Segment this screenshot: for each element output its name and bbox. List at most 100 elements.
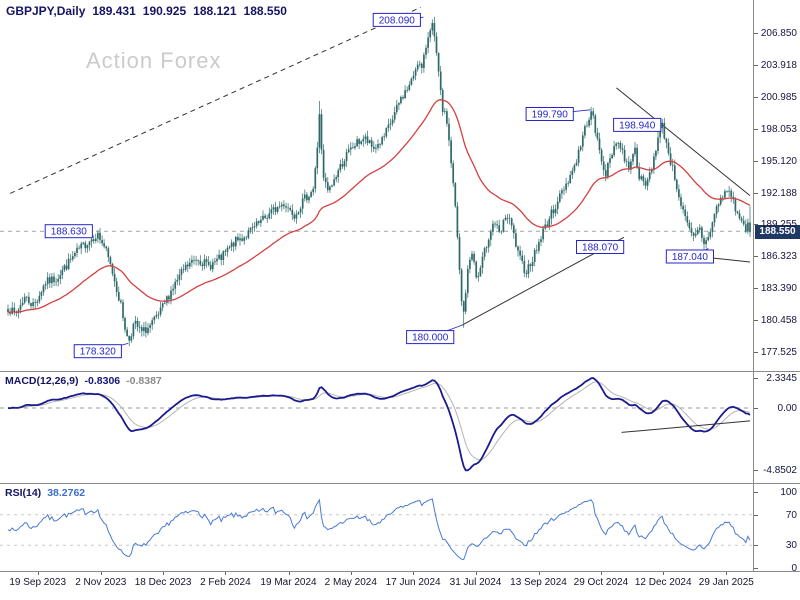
axis-tick: [754, 64, 758, 66]
rsi-axis-label: 30: [785, 540, 797, 552]
date-tick: [37, 572, 39, 575]
axis-tick: [754, 568, 758, 569]
trendline: [616, 87, 751, 196]
price-label-box: [372, 12, 421, 27]
axis-tick: [754, 160, 758, 162]
time-scale[interactable]: 19 Sep 2023 2 Nov 2023 18 Dec 2023 2 Feb 20…: [0, 572, 800, 600]
date-tick: [288, 572, 290, 575]
price-label-box: [576, 240, 625, 254]
high-price: 190.925: [142, 4, 187, 18]
price-axis-label: 200.985: [760, 91, 797, 103]
price-axis-label: 206.850: [760, 28, 797, 39]
date-label: 12 Dec 2024: [634, 577, 692, 588]
date-tick: [100, 572, 102, 575]
price-chart-canvas[interactable]: 208.090 199.790 198.940 188.630 188.070 187.0…: [0, 0, 753, 371]
macd-line: [7, 377, 751, 472]
date-label: 2 Nov 2023: [75, 577, 127, 588]
macd-name: MACD(12,26,9): [5, 375, 79, 387]
axis-tick: [754, 224, 758, 226]
axis-tick: [754, 128, 758, 130]
panel-separator: [0, 571, 800, 572]
date-label: 19 Mar 2024: [260, 577, 317, 588]
date-label: 2 May 2024: [324, 577, 377, 588]
axis-tick: [754, 408, 758, 409]
date-tick: [726, 572, 728, 575]
axis-tick: [754, 33, 758, 34]
price-label-text: 178.320: [80, 347, 117, 358]
date-tick: [475, 572, 477, 575]
current-price-tag: 188.550: [755, 225, 800, 240]
price-label-box: [44, 224, 93, 239]
date-label: 17 Jun 2024: [385, 577, 441, 588]
date-label: 19 Sep 2023: [9, 577, 67, 588]
axis-tick: [754, 320, 758, 322]
price-label-box: [525, 107, 574, 121]
axis-tick: [754, 378, 758, 379]
axis-tick: [754, 288, 758, 290]
price-scale[interactable]: 188.550 206.850 203.918 200.985 198.053 195.…: [753, 0, 800, 574]
rsi-axis-label: 0: [791, 563, 797, 574]
axis-tick: [754, 256, 758, 258]
close-price: 188.550: [243, 4, 287, 18]
date-tick: [538, 572, 540, 575]
macd-signal-line: [8, 381, 751, 461]
rsi-label: RSI(14) 38.2762: [5, 487, 91, 499]
price-axis-label: 198.053: [760, 123, 797, 135]
date-label: 18 Dec 2023: [134, 577, 192, 588]
price-label-box: [665, 249, 714, 264]
axis-tick: [754, 352, 758, 353]
macd-axis-label: 2.3345: [766, 373, 797, 384]
price-axis-label: 195.120: [760, 155, 797, 167]
price-label-text: 187.040: [672, 252, 709, 263]
date-tick: [600, 572, 602, 575]
macd-signal-value: -0.8387: [126, 375, 162, 387]
low-price: 188.121: [193, 4, 237, 18]
date-tick: [413, 572, 415, 575]
rsi-value: 38.2762: [47, 487, 86, 499]
date-label: 31 Jul 2024: [449, 577, 502, 588]
open-price: 189.431: [92, 4, 136, 18]
watermark: Action Forex: [86, 48, 222, 73]
rsi-line: [7, 498, 751, 561]
macd-axis-label: 0.00: [777, 403, 797, 414]
macd-indicator-canvas[interactable]: [0, 372, 753, 483]
symbol-timeframe: GBPJPY,Daily: [6, 4, 86, 18]
price-axis-label: 189.255: [760, 219, 797, 231]
rsi-name: RSI(14): [5, 487, 42, 499]
price-label-text: 180.000: [412, 333, 449, 344]
panel-separator: [0, 483, 800, 484]
price-axis-label: 177.525: [760, 347, 797, 358]
price-axis-label: 180.458: [760, 315, 797, 327]
date-label: 29 Oct 2024: [573, 577, 629, 588]
price-label-text: 199.790: [532, 110, 569, 121]
macd-axis-label: -4.8502: [763, 465, 797, 477]
axis-tick: [754, 470, 758, 472]
date-label: 2 Feb 2024: [200, 577, 251, 588]
price-label-box: [406, 330, 455, 345]
price-axis-label: 186.323: [760, 251, 797, 263]
macd-value: -0.8306: [84, 375, 121, 387]
date-tick: [163, 572, 165, 575]
price-axis-label: 203.918: [760, 59, 797, 71]
axis-tick: [754, 192, 758, 194]
rsi-indicator-canvas[interactable]: [0, 484, 753, 571]
price-label-text: 208.090: [379, 15, 416, 26]
axis-tick: [754, 492, 758, 493]
axis-tick: [754, 545, 758, 547]
price-label-box: [613, 117, 662, 132]
chart-title-bar: GBPJPY,Daily 189.431 190.925 188.121 188.550: [6, 4, 294, 18]
price-axis-label: 183.390: [760, 283, 797, 295]
price-label-text: 188.070: [582, 243, 619, 254]
macd-label: MACD(12,26,9) -0.8306 -0.8387: [5, 375, 168, 387]
rsi-axis-label: 100: [780, 487, 797, 498]
moving-average-line: [7, 99, 751, 313]
date-tick: [663, 572, 665, 575]
trendline: [9, 6, 421, 194]
price-label-text: 188.630: [51, 227, 88, 238]
candle-bodies: [7, 23, 751, 341]
date-label: 29 Jan 2025: [698, 577, 754, 588]
price-label-box: [73, 344, 122, 359]
date-tick: [225, 572, 227, 575]
price-label-text: 198.940: [619, 120, 656, 131]
